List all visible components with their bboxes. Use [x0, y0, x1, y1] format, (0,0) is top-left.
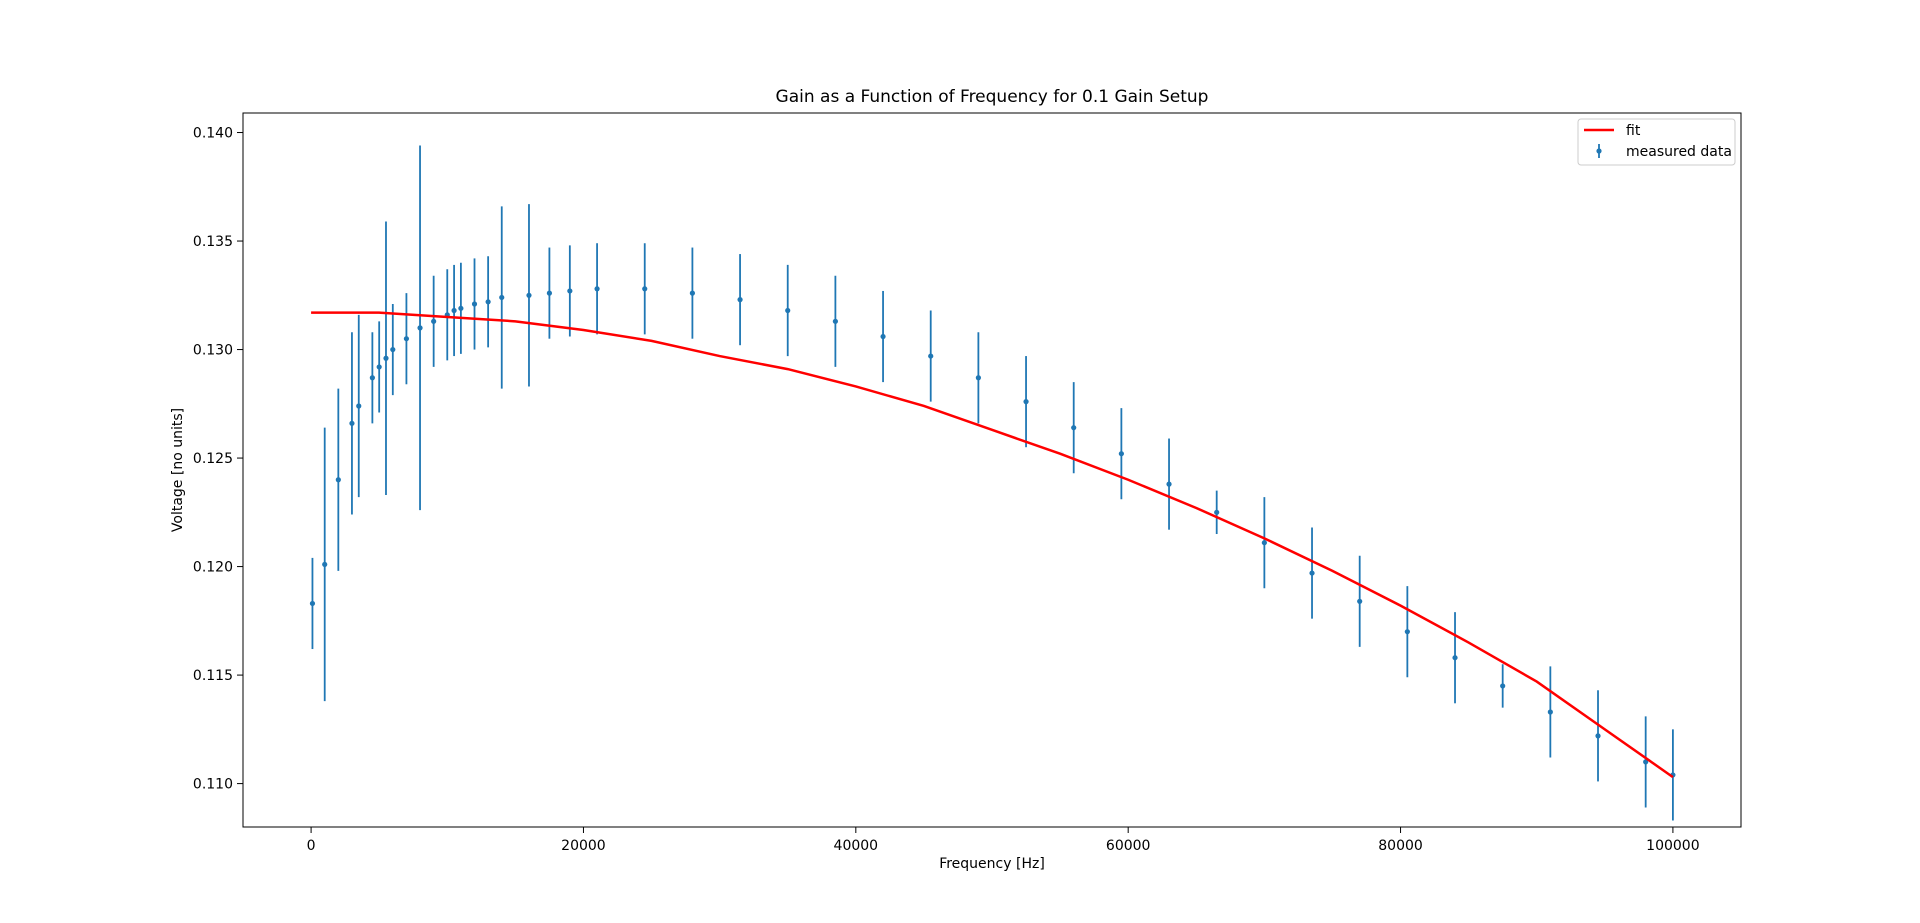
- data-point: [1500, 683, 1506, 689]
- fit-line: [311, 311, 1674, 779]
- y-tick-label: 0.135: [193, 234, 233, 250]
- data-point: [390, 346, 396, 353]
- data-point: [546, 290, 553, 296]
- data-point: [1214, 509, 1220, 515]
- data-point: [785, 307, 791, 314]
- data-point: [567, 288, 573, 294]
- data-point: [1166, 481, 1172, 487]
- data-point: [458, 305, 464, 311]
- data-point: [417, 325, 423, 331]
- data-point: [1404, 629, 1410, 635]
- legend-box: [1577, 118, 1736, 166]
- x-tick-label: 40000: [834, 838, 879, 854]
- data-point: [832, 318, 838, 324]
- y-axis: 0.110 0.115 0.120 0.125 0.130 0.135 0.140: [193, 126, 243, 793]
- data-point: [499, 294, 505, 301]
- data-point: [403, 336, 410, 342]
- legend-fit-label: fit: [1626, 123, 1641, 139]
- y-tick-label: 0.120: [193, 560, 233, 576]
- x-tick-label: 20000: [561, 838, 606, 854]
- data-point: [1309, 570, 1315, 576]
- plot-frame: [242, 112, 1742, 828]
- data-point: [369, 375, 375, 381]
- y-tick-label: 0.130: [193, 343, 233, 359]
- data-point: [485, 299, 491, 305]
- data-point: [431, 318, 437, 324]
- data-point: [594, 286, 600, 292]
- y-tick-label: 0.140: [193, 126, 233, 142]
- x-tick-label: 60000: [1106, 838, 1151, 854]
- chart-title: Gain as a Function of Frequency for 0.1 …: [776, 87, 1209, 107]
- data-point: [349, 420, 355, 426]
- data-point: [1357, 598, 1363, 604]
- data-point: [309, 600, 316, 607]
- data-point: [1547, 709, 1553, 715]
- data-point: [689, 290, 696, 296]
- data-point: [880, 333, 886, 340]
- x-axis-label: Frequency [Hz]: [939, 856, 1045, 872]
- x-tick-label: 0: [307, 838, 316, 854]
- data-point: [1071, 425, 1077, 431]
- legend-measured-swatch-dot: [1596, 148, 1602, 154]
- data-point: [737, 297, 743, 303]
- x-tick-label: 100000: [1646, 838, 1699, 854]
- y-tick-label: 0.125: [193, 451, 233, 467]
- data-point: [642, 286, 648, 292]
- legend-measured-label: measured data: [1626, 144, 1732, 160]
- data-point: [451, 307, 457, 314]
- data-point: [1643, 759, 1649, 765]
- points-layer: [309, 286, 1676, 778]
- data-point: [322, 561, 328, 568]
- data-point: [471, 301, 478, 307]
- x-tick-label: 80000: [1378, 838, 1423, 854]
- legend: fit measured data: [1577, 118, 1736, 166]
- data-point: [383, 355, 389, 361]
- data-point: [975, 375, 981, 381]
- y-tick-label: 0.110: [193, 777, 233, 793]
- data-point: [1118, 451, 1124, 457]
- data-point: [526, 292, 532, 298]
- data-point: [1452, 655, 1458, 661]
- data-point: [1261, 540, 1267, 546]
- plot-area: [309, 145, 1676, 821]
- data-point: [376, 364, 382, 370]
- x-axis: 0 20000 40000 60000 80000 100000: [307, 827, 1700, 854]
- data-point: [335, 477, 341, 483]
- data-point: [356, 403, 362, 409]
- data-point: [1023, 399, 1029, 405]
- y-tick-label: 0.115: [193, 668, 233, 684]
- data-point: [928, 353, 934, 359]
- data-point: [1595, 733, 1601, 739]
- y-axis-label: Voltage [no units]: [170, 408, 186, 532]
